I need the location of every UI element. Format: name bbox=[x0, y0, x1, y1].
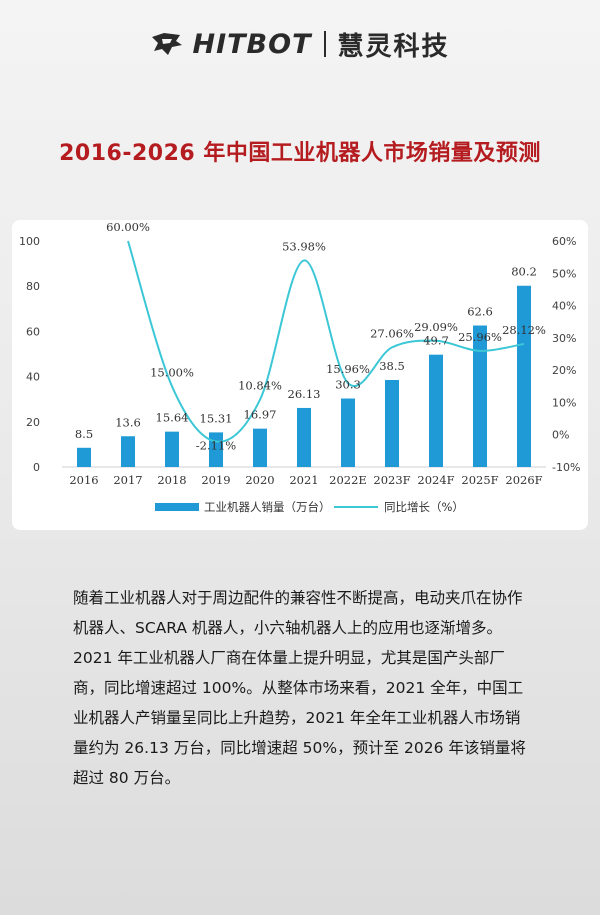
hitbot-logo-icon bbox=[152, 33, 183, 55]
y-right-tick-label: 50% bbox=[552, 267, 576, 280]
bar-2017 bbox=[121, 436, 135, 467]
paragraph-1: 随着工业机器人对于周边配件的兼容性不断提高，电动夹爪在协作机器人、SCARA 机… bbox=[73, 589, 523, 637]
y-left-tick-label: 60 bbox=[26, 325, 40, 338]
legend-bar-label: 工业机器人销量（万台） bbox=[204, 500, 331, 514]
growth-value-label: 15.96% bbox=[326, 362, 370, 376]
bar-value-label: 15.64 bbox=[156, 411, 189, 425]
y-right-tick-label: 30% bbox=[552, 332, 576, 345]
x-tick-label: 2024F bbox=[417, 473, 454, 487]
growth-value-label: -2.11% bbox=[196, 439, 236, 453]
logo-divider bbox=[323, 31, 326, 57]
growth-value-label: 60.00% bbox=[106, 220, 150, 234]
x-tick-label: 2025F bbox=[461, 473, 498, 487]
chart-card: 0 20 40 60 80 100 -10% 0% 10% 20% 30% 40% 50% 60% 8.5 1… bbox=[12, 220, 588, 530]
bar-2025F bbox=[473, 325, 487, 467]
bar-value-label: 8.5 bbox=[75, 427, 93, 441]
bar-value-label: 16.97 bbox=[244, 408, 277, 422]
bar-2024F bbox=[429, 354, 443, 467]
brand-name-cn: 慧灵科技 bbox=[337, 31, 450, 62]
y-left-tick-label: 0 bbox=[33, 461, 40, 474]
legend-line-label: 同比增长（%） bbox=[384, 500, 464, 514]
x-tick-label: 2018 bbox=[157, 473, 186, 487]
y-left-tick-label: 80 bbox=[26, 280, 40, 293]
page-title: 2016-2026 年中国工业机器人市场销量及预测 bbox=[59, 141, 541, 166]
growth-value-label: 10.84% bbox=[238, 379, 282, 393]
bar-value-label: 30.3 bbox=[335, 378, 361, 392]
y-right-tick-label: 40% bbox=[552, 300, 576, 313]
bar-value-label: 26.13 bbox=[288, 387, 321, 401]
growth-value-label: 25.96% bbox=[458, 330, 502, 344]
growth-value-label: 53.98% bbox=[282, 239, 326, 253]
y-left-tick-label: 20 bbox=[26, 416, 40, 429]
x-tick-label: 2021 bbox=[289, 473, 318, 487]
bar-value-label: 15.31 bbox=[200, 411, 233, 425]
x-tick-label: 2023F bbox=[373, 473, 410, 487]
y-right-tick-label: 20% bbox=[552, 364, 576, 377]
brand-name-en: HITBOT bbox=[192, 28, 312, 60]
article-body: 随着工业机器人对于周边配件的兼容性不断提高，电动夹爪在协作机器人、SCARA 机… bbox=[73, 583, 533, 793]
y-left-tick-label: 100 bbox=[19, 235, 40, 248]
sales-chart: 0 20 40 60 80 100 -10% 0% 10% 20% 30% 40% 50% 60% 8.5 1… bbox=[19, 220, 580, 514]
y-right-tick-label: -10% bbox=[552, 461, 580, 474]
x-tick-label: 2016 bbox=[69, 473, 98, 487]
x-tick-label: 2026F bbox=[505, 473, 542, 487]
bar-value-label: 80.2 bbox=[511, 265, 537, 279]
growth-value-label: 15.00% bbox=[150, 365, 194, 379]
y-right-tick-label: 10% bbox=[552, 396, 576, 409]
y-right-tick-label: 0% bbox=[552, 429, 569, 442]
x-tick-label: 2017 bbox=[113, 473, 142, 487]
growth-value-label: 29.09% bbox=[414, 320, 458, 334]
paragraph-2: 2021 年工业机器人厂商在体量上提升明显，尤其是国产头部厂商，同比增速超过 1… bbox=[73, 649, 526, 787]
bar-value-label: 13.6 bbox=[115, 415, 141, 429]
x-tick-label: 2020 bbox=[245, 473, 274, 487]
x-tick-label: 2019 bbox=[201, 473, 230, 487]
bar-2021 bbox=[297, 407, 311, 467]
legend-bar-swatch bbox=[155, 503, 199, 511]
growth-line bbox=[127, 240, 525, 443]
bar-2018 bbox=[165, 431, 179, 467]
bar-2016 bbox=[77, 447, 91, 467]
bar-2023F bbox=[385, 379, 399, 467]
growth-value-label: 27.06% bbox=[370, 326, 414, 340]
bar-value-label: 49.7 bbox=[423, 334, 449, 348]
bar-value-label: 38.5 bbox=[379, 359, 405, 373]
brand-logo: HITBOT 慧灵科技 bbox=[0, 22, 600, 66]
growth-value-label: 28.12% bbox=[502, 323, 546, 337]
bar-value-label: 62.6 bbox=[467, 305, 493, 319]
y-right-tick-label: 60% bbox=[552, 235, 576, 248]
y-left-tick-label: 40 bbox=[26, 371, 40, 384]
bar-2020 bbox=[253, 428, 267, 467]
bar-2026F bbox=[517, 285, 531, 467]
x-tick-label: 2022E bbox=[329, 473, 367, 487]
bar-2022E bbox=[341, 398, 355, 467]
